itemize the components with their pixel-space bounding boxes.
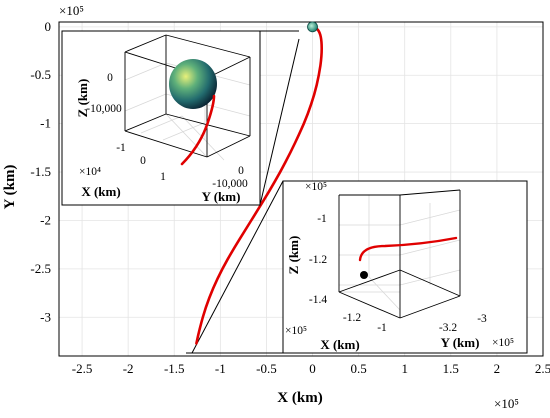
inset-earth-x-tick-1: 0 — [140, 155, 146, 167]
main-y-axis-label: Y (km) — [2, 165, 18, 210]
main-x-tick-label: 0.5 — [350, 361, 366, 376]
main-x-tick-label: -2 — [123, 361, 134, 376]
main-x-tick-label: -1 — [215, 361, 226, 376]
inset-moon-box — [282, 180, 528, 354]
main-x-exponent: ×10⁵ — [494, 396, 519, 411]
main-x-tick-label: 2.5 — [535, 361, 550, 376]
inset-moon-y-tick-0: -3.2 — [439, 322, 457, 334]
inset-earth-x-exponent: ×10⁴ — [79, 166, 101, 178]
main-axes-box — [58, 21, 544, 357]
main-y-tick-label: -2.5 — [30, 261, 51, 276]
inset-moon-x-tick-1: -1 — [377, 322, 387, 334]
inset-moon-x-axis-label: X (km) — [320, 337, 359, 352]
inset-earth-x-tick-0: -1 — [116, 142, 126, 154]
earth-marker — [307, 21, 318, 33]
connector-line-moon-top — [191, 180, 284, 354]
connector-line-earth-bottom — [259, 38, 300, 206]
main-y-tick-label: -0.5 — [30, 67, 51, 82]
inset-moon-y-tick-1: -3 — [477, 313, 487, 325]
inset-moon: ×10⁵ -1 -1.2 -1.4 Z (km) -1.2 -1 ×10⁵ X … — [282, 180, 528, 354]
main-x-tick-label: 1 — [401, 361, 408, 376]
main-y-tick-label: -3 — [40, 309, 51, 324]
main-y-tick-label: -1 — [40, 116, 51, 131]
main-y-exponent: ×10⁵ — [59, 3, 84, 18]
main-x-tick-label: -2.5 — [72, 361, 93, 376]
main-x-tick-label: 1.5 — [443, 361, 459, 376]
inset-moon-y-exponent: ×10⁵ — [492, 337, 514, 349]
inset-earth-z-tick-0: 0 — [107, 72, 113, 84]
inset-moon-trajectory-line — [358, 236, 458, 262]
main-y-tick-label: -2 — [40, 212, 51, 227]
inset-earth-z-tick-1: -10,000 — [86, 103, 122, 115]
main-x-tick-label: -1.5 — [164, 361, 185, 376]
main-x-tick-label: 2 — [494, 361, 501, 376]
main-x-tick-label: 0 — [309, 361, 316, 376]
inset-earth: 0 -10,000 Z (km) -1 0 1 ×10⁴ X (km) 0 -1… — [61, 30, 261, 206]
inset-earth-trajectory-line — [180, 94, 216, 166]
main-y-ticks: 0 -0.5 -1 -1.5 -2 -2.5 -3 — [30, 19, 51, 324]
inset-earth-box — [61, 30, 261, 206]
main-trajectory-line — [195, 25, 324, 345]
inset-earth-x-tick-2: 1 — [160, 171, 166, 183]
inset-moon-z-tick-2: -1.4 — [309, 294, 327, 306]
inset-earth-y-tick-1: -10,000 — [212, 178, 248, 190]
inset-earth-x-axis-label: X (km) — [81, 184, 120, 199]
inset-moon-x-tick-0: -1.2 — [343, 312, 361, 324]
inset-moon-z-axis-label: Z (km) — [286, 236, 301, 275]
inset-moon-x-exponent: ×10⁵ — [285, 325, 307, 337]
inset-moon-z-tick-1: -1.2 — [309, 254, 327, 266]
inset-earth-y-tick-0: 0 — [238, 165, 244, 177]
inset-earth-z-axis-label: Z (km) — [75, 79, 90, 118]
earth-sphere — [169, 59, 217, 109]
inset-moon-z-exponent: ×10⁵ — [305, 181, 327, 193]
inset-earth-y-axis-label: Y (km) — [202, 189, 241, 204]
inset-moon-box-edges — [338, 189, 461, 319]
inset-moon-z-tick-0: -1 — [317, 213, 327, 225]
main-x-axis-label: X (km) — [277, 390, 322, 406]
inset-moon-grid — [339, 195, 461, 311]
main-x-tick-label: -0.5 — [256, 361, 277, 376]
main-y-tick-label: -1.5 — [30, 164, 51, 179]
moon-marker — [360, 271, 368, 279]
main-x-ticks: -2.5 -2 -1.5 -1 -0.5 0 0.5 1 1.5 2 2.5 — [72, 361, 550, 376]
inset-moon-y-axis-label: Y (km) — [441, 335, 480, 350]
main-y-tick-label: 0 — [45, 19, 52, 34]
